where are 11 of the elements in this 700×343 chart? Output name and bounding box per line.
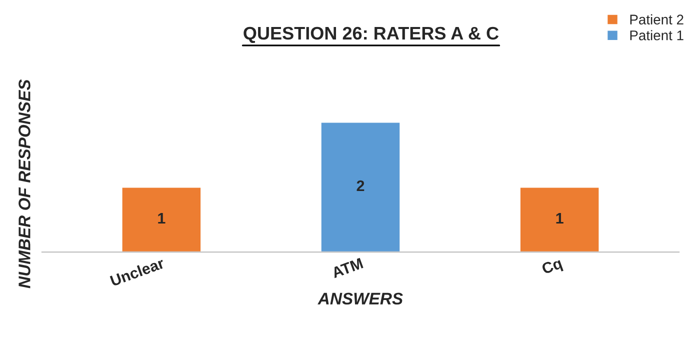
data-label: 1	[556, 213, 564, 224]
legend-label: Patient 2	[630, 14, 684, 24]
y-axis-title: NUMBER OF RESPONSES	[18, 79, 30, 288]
x-axis-title: ANSWERS	[318, 292, 403, 305]
x-tick-label: ATM	[331, 258, 364, 278]
data-label: 1	[158, 213, 166, 224]
chart-title: QUESTION 26: RATERS A & C	[244, 26, 499, 43]
x-tick-label: Unclear	[110, 257, 166, 286]
x-tick-label: Cq	[541, 258, 564, 278]
data-label: 2	[356, 180, 364, 192]
legend-label: Patient 1	[630, 30, 684, 40]
